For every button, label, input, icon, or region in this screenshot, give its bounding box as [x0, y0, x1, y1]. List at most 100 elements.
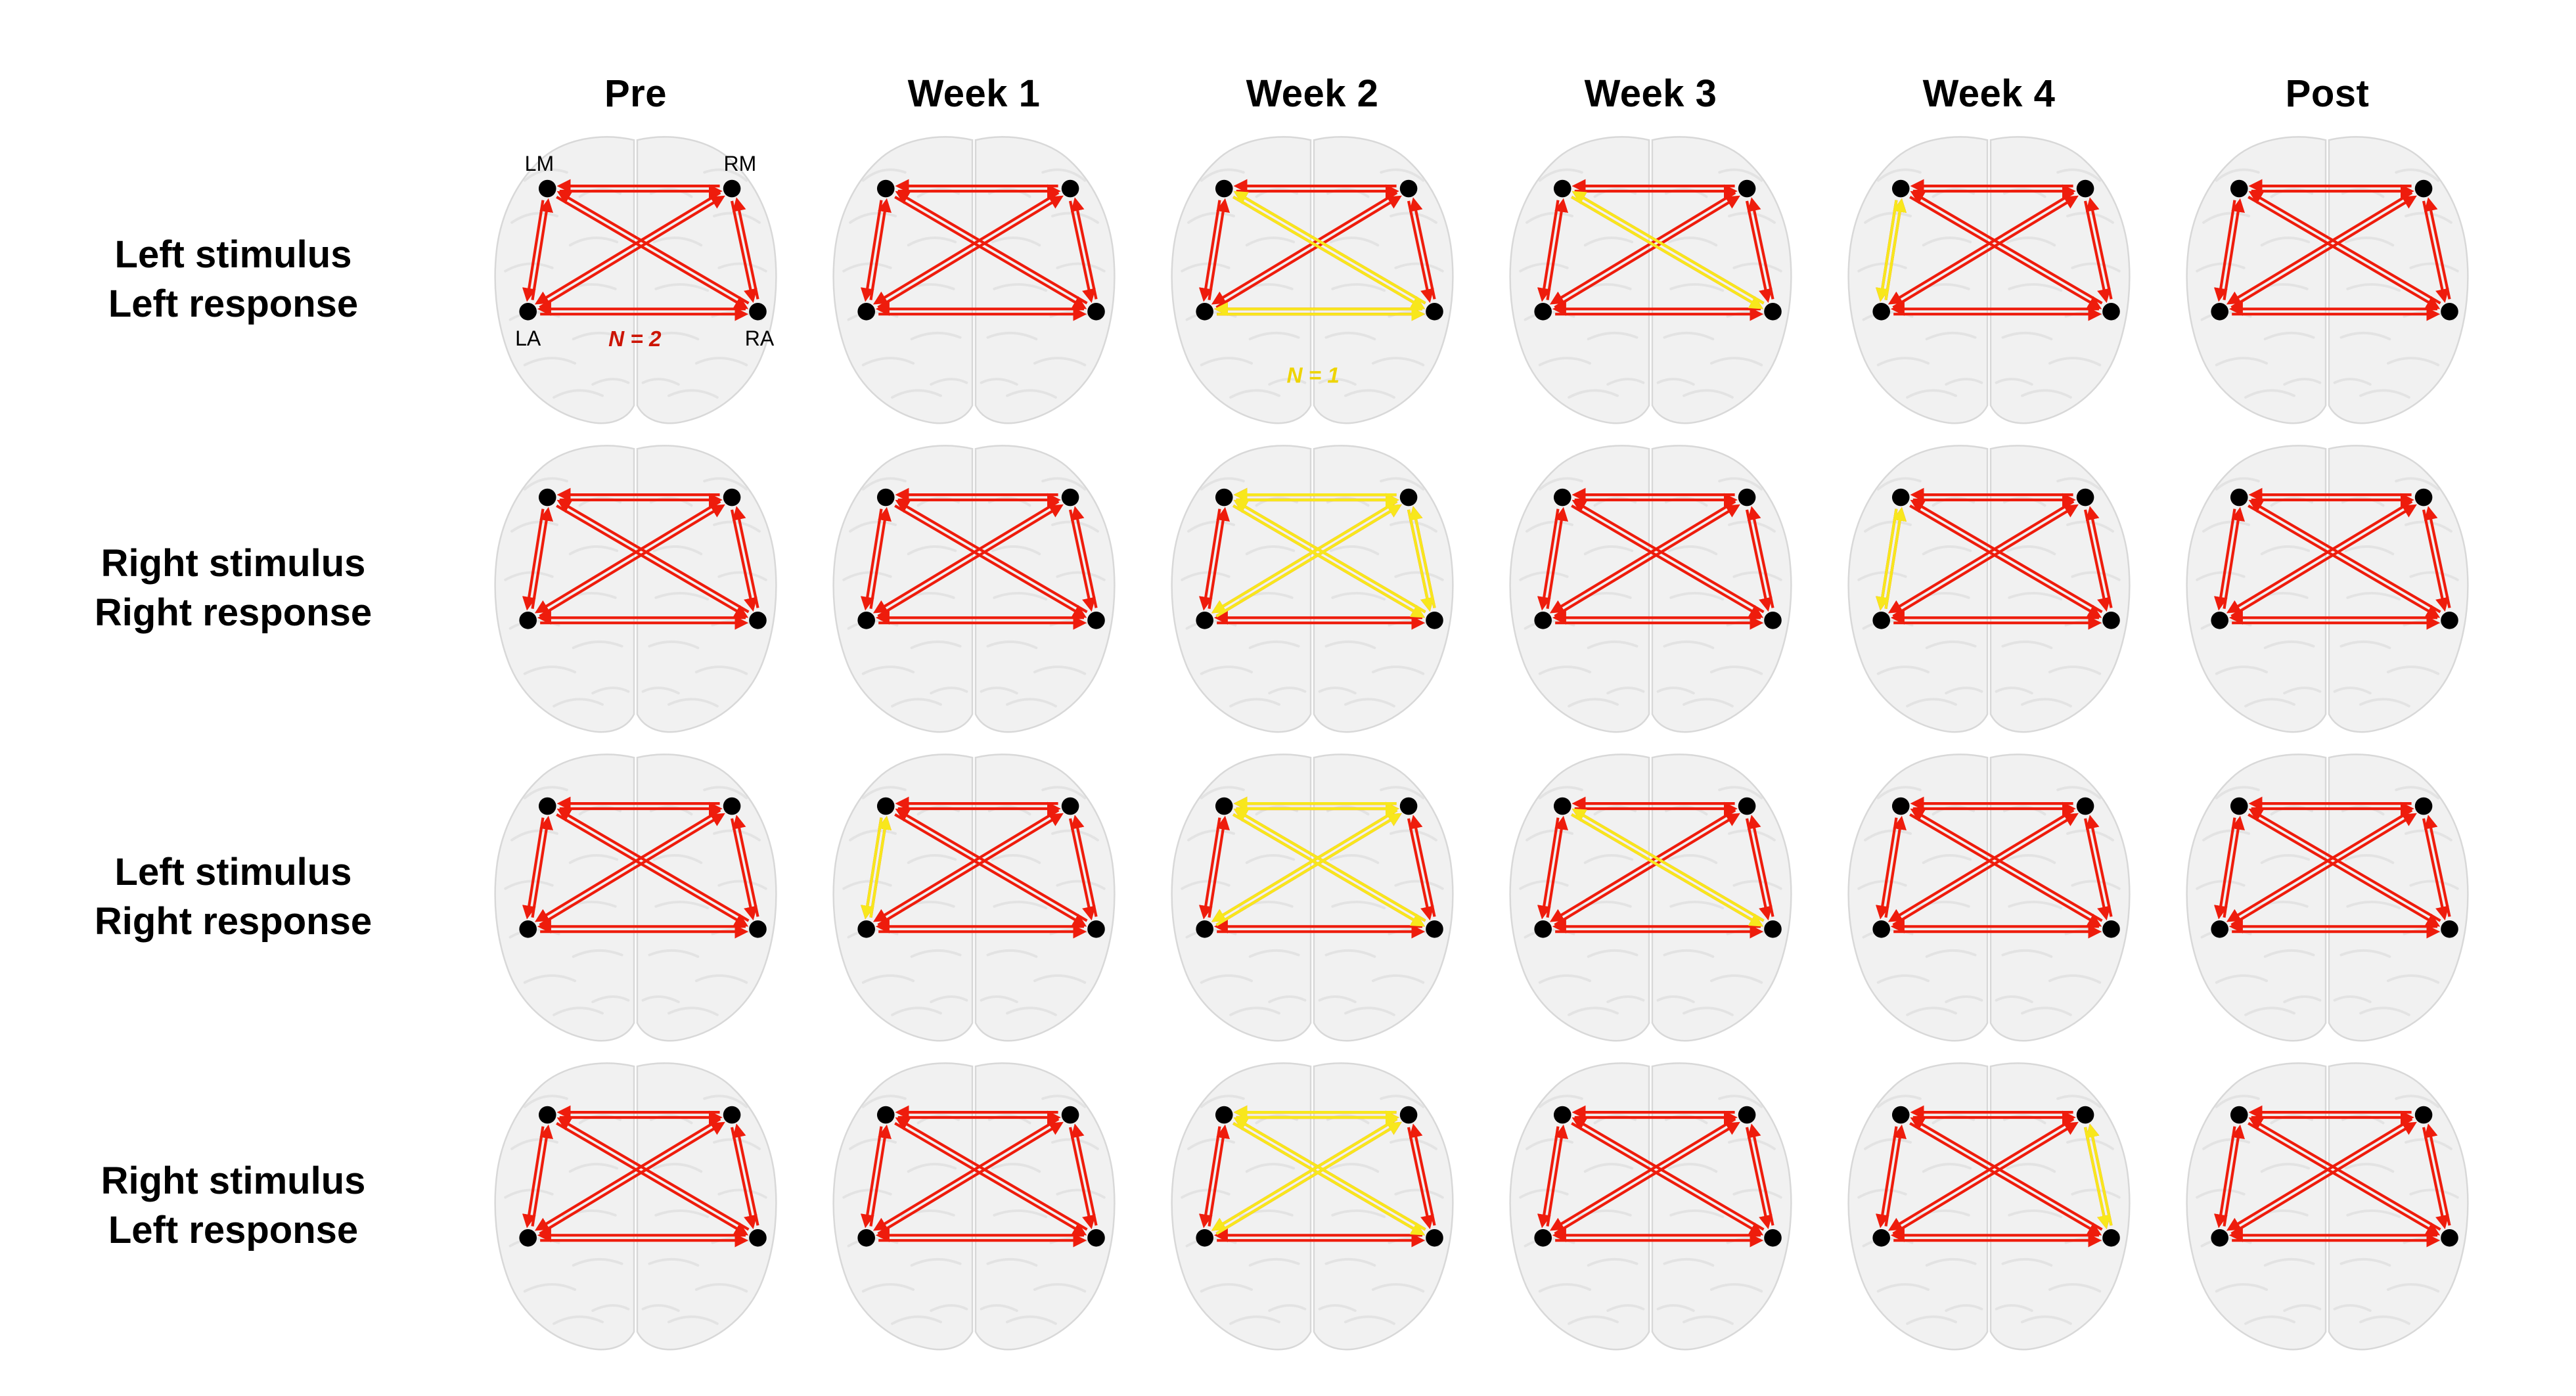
node-RM [1399, 1106, 1418, 1124]
gyrus-line [1390, 1138, 1437, 1150]
gyrus-line [1525, 1138, 1573, 1150]
gyrus-line [1718, 477, 1763, 491]
edge-LM-RM [1571, 1105, 1738, 1125]
gyrus-line [652, 545, 703, 556]
brain-cell [1143, 434, 1481, 742]
gyrus-line [1606, 995, 1645, 1004]
gyrus-line [1344, 389, 1395, 399]
hemisphere-outline [1847, 445, 1989, 733]
brain-hemisphere [832, 754, 974, 1042]
gyrus-line [1329, 236, 1380, 247]
gyrus-line [980, 378, 1018, 386]
arrow-line [1571, 499, 1765, 614]
edge-LM-RM [556, 1105, 723, 1125]
node-RA [2441, 1228, 2458, 1247]
brain-illustration [494, 136, 777, 424]
edge-LA-RA [1552, 919, 1764, 939]
node-LA [1196, 1228, 1213, 1247]
edge-LM-RA [556, 499, 750, 618]
arrow-line [2223, 198, 2245, 300]
node-LM [1215, 179, 1233, 198]
brain-illustration [1509, 1062, 1792, 1351]
brain-hemisphere [1171, 1062, 1312, 1351]
node-RA [2441, 611, 2458, 629]
gyrus-line [1718, 1094, 1763, 1108]
gyrus-line [1318, 687, 1357, 695]
node-LA [2211, 920, 2228, 938]
row-label-line: Left response [108, 1209, 359, 1251]
arrow-line [1747, 506, 1774, 608]
node-RM [1738, 488, 1756, 507]
row-label: Left stimulus Left response [0, 125, 466, 434]
gyrus-line [591, 1304, 630, 1313]
gyrus-line [907, 1163, 957, 1173]
gyrus-line [1041, 1094, 1087, 1108]
gyrus-line [1709, 357, 1763, 367]
gyrus-line [1380, 786, 1425, 799]
arrow-line [2248, 504, 2441, 618]
gyrus-line [1181, 880, 1231, 890]
gyrus-line [2333, 995, 2372, 1004]
gyrus-line [1519, 571, 1569, 581]
edge-LM-LA-yellow [1875, 507, 1907, 611]
edge-RM-LA [1549, 1117, 1740, 1235]
gyrus-line [1519, 262, 1569, 273]
arrow-line [1747, 1123, 1774, 1226]
arrow-line [1198, 817, 1221, 920]
node-LM [1215, 1106, 1233, 1124]
arrow-line [1910, 499, 2103, 614]
brain-svg [1509, 754, 1792, 1042]
node-LM [876, 488, 895, 507]
arrow-line [1215, 195, 1402, 309]
brain-hemisphere [832, 136, 974, 424]
edge-LM-LA [860, 507, 892, 611]
edge-LA-RA [1890, 1228, 2102, 1248]
brain-cell [1481, 125, 1820, 434]
gyrus-line [1732, 880, 1782, 890]
gyrus-line [930, 1304, 968, 1313]
node-RA [749, 302, 767, 321]
arrow-line [1546, 815, 1568, 918]
node-LA [1872, 1228, 1890, 1247]
node-RM [2414, 488, 2433, 507]
gyrus-line [1683, 389, 1734, 399]
arrow-line [2213, 1126, 2236, 1228]
arrow-line [2424, 197, 2451, 300]
arrow-line [1211, 191, 1398, 305]
arrow-line [894, 1121, 1087, 1236]
gyrus-line [2202, 520, 2250, 533]
gyrus-line [568, 236, 619, 247]
gyrus-line [667, 389, 719, 399]
gyrus-line [2333, 378, 2372, 386]
node-RM [723, 797, 741, 815]
gyrus-line [2283, 687, 2322, 695]
column-header-week-1: Week 1 [907, 72, 1041, 115]
arrow-line [2226, 191, 2413, 305]
brain-cell [2158, 1051, 2497, 1360]
node-LA [1196, 302, 1213, 321]
arrow-line [1232, 1121, 1426, 1236]
gyrus-line [2339, 331, 2391, 341]
arrow-line [2083, 200, 2111, 304]
gyrus-line [641, 995, 680, 1004]
gyrus-line [907, 854, 957, 865]
node-LM [2230, 488, 2248, 507]
edge-LM-RA-yellow [1571, 191, 1765, 309]
arrow-line [877, 813, 1064, 926]
gyrus-line [1538, 357, 1592, 367]
node-RA [1426, 302, 1443, 321]
node-LA [2211, 1228, 2228, 1247]
edge-LM-RA-yellow [1232, 1117, 1426, 1236]
gyrus-line [1329, 545, 1380, 556]
gyrus-line [1268, 995, 1307, 1004]
edge-LM-RA [1909, 808, 2103, 927]
arrow-line [2248, 191, 2441, 305]
gyrus-line [1248, 331, 1300, 341]
gyrus-line [1995, 995, 2033, 1004]
row-label: Right stimulus Right response [0, 434, 466, 742]
edge-LM-RM [2248, 179, 2414, 198]
gyrus-line [641, 687, 680, 695]
gyrus-line [1525, 520, 1573, 533]
gyrus-line [1329, 1163, 1380, 1173]
gyrus-line [1371, 1283, 1425, 1293]
